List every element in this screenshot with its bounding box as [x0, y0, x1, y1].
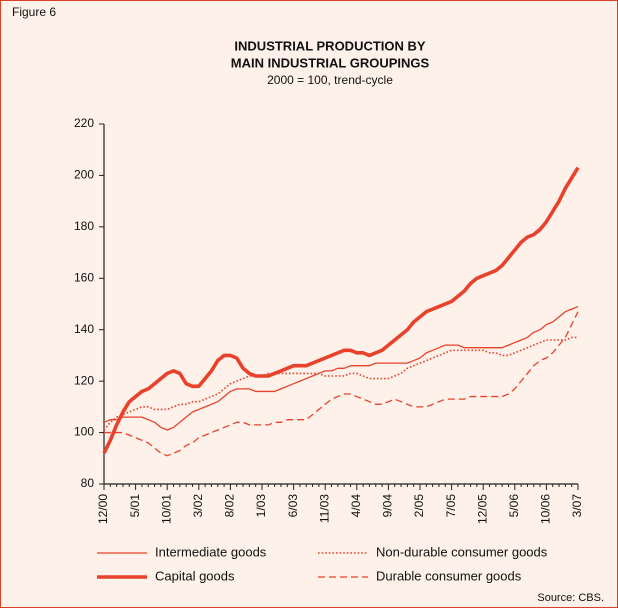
- x-tick-label: 12/05: [475, 494, 489, 524]
- y-tick-label: 140: [74, 322, 94, 336]
- legend-label: Capital goods: [155, 568, 235, 583]
- chart-subtitle: 2000 = 100, trend-cycle: [267, 73, 393, 87]
- series-line: [102, 166, 580, 454]
- x-tick-label: 11/03: [317, 494, 331, 523]
- y-tick-label: 80: [81, 476, 95, 490]
- legend-label: Durable consumer goods: [376, 568, 522, 583]
- x-tick-label: 5/01: [128, 494, 142, 518]
- x-tick-label: 10/06: [539, 494, 553, 524]
- source-note: Source: CBS.: [537, 592, 604, 604]
- x-tick-label: 12/00: [96, 494, 110, 524]
- y-tick-label: 120: [74, 373, 94, 387]
- x-tick-label: 3/02: [191, 494, 205, 518]
- y-tick-label: 200: [74, 168, 94, 182]
- x-tick-label: 1/03: [254, 494, 268, 518]
- x-tick-label: 4/04: [349, 494, 363, 518]
- series-line: [103, 336, 578, 431]
- y-tick-label: 180: [74, 219, 94, 233]
- y-tick-label: 100: [74, 425, 94, 439]
- legend-label: Intermediate goods: [155, 544, 267, 559]
- x-tick-label: 5/06: [507, 494, 521, 518]
- chart-title: MAIN INDUSTRIAL GROUPINGS: [231, 55, 430, 70]
- x-tick-label: 8/02: [223, 494, 237, 518]
- y-tick-label: 160: [74, 270, 94, 284]
- x-tick-label: 7/05: [444, 494, 458, 518]
- legend-label: Non-durable consumer goods: [376, 544, 548, 559]
- figure-label: Figure 6: [12, 5, 56, 19]
- chart-title: INDUSTRIAL PRODUCTION BY: [234, 38, 425, 53]
- y-tick-label: 220: [74, 116, 94, 130]
- x-tick-label: 10/01: [159, 494, 173, 524]
- x-tick-label: 3/07: [570, 494, 584, 518]
- x-tick-label: 6/03: [286, 494, 300, 518]
- series-line: [103, 305, 579, 431]
- x-tick-label: 9/04: [381, 494, 395, 518]
- x-tick-label: 2/05: [412, 494, 426, 518]
